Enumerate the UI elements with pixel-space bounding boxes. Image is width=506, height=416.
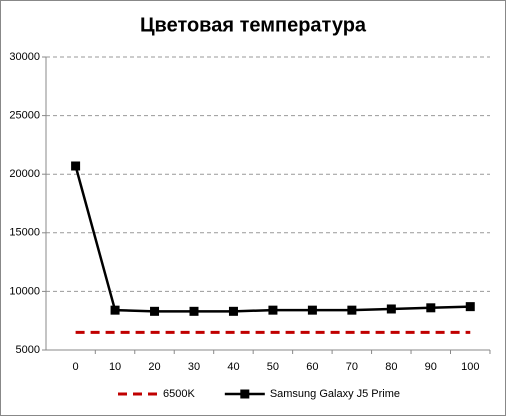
- x-tick-label: 90: [425, 361, 437, 373]
- y-tick-label: 15000: [9, 227, 40, 239]
- y-tick-label: 25000: [9, 110, 40, 122]
- marker: [268, 305, 278, 315]
- legend-label: 6500K: [163, 388, 195, 400]
- x-tick-label: 30: [188, 361, 200, 373]
- x-tick-label: 100: [461, 361, 479, 373]
- x-tick-label: 70: [346, 361, 358, 373]
- marker: [150, 306, 160, 316]
- marker: [71, 161, 81, 171]
- y-tick-label: 5000: [16, 344, 40, 356]
- marker: [228, 306, 238, 316]
- x-tick-label: 50: [267, 361, 279, 373]
- legend-label: Samsung Galaxy J5 Prime: [270, 388, 400, 400]
- marker: [307, 305, 317, 315]
- x-tick-label: 0: [73, 361, 79, 373]
- x-tick-label: 20: [148, 361, 160, 373]
- y-tick-label: 30000: [9, 51, 40, 63]
- x-tick-label: 80: [385, 361, 397, 373]
- x-tick-label: 60: [306, 361, 318, 373]
- y-tick-label: 10000: [9, 285, 40, 297]
- x-tick-label: 10: [109, 361, 121, 373]
- x-tick-label: 40: [227, 361, 239, 373]
- chart-title: Цветовая температура: [140, 14, 367, 36]
- marker: [465, 302, 475, 312]
- marker: [347, 305, 357, 315]
- marker: [110, 305, 120, 315]
- marker: [426, 303, 436, 313]
- marker: [189, 306, 199, 316]
- y-tick-label: 20000: [9, 168, 40, 180]
- legend-marker: [240, 389, 250, 399]
- marker: [386, 304, 396, 314]
